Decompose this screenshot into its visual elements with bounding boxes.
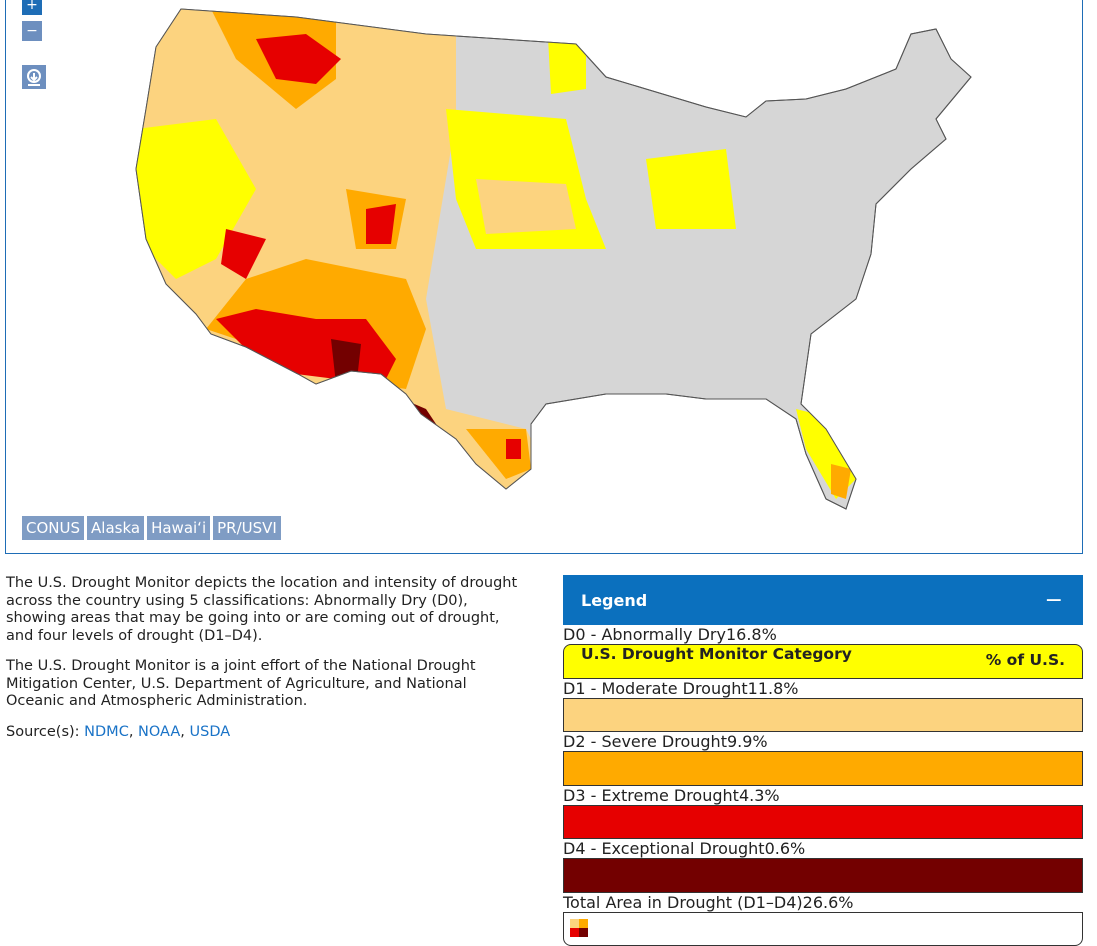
- legend-swatch: [563, 912, 1083, 946]
- download-button[interactable]: [22, 65, 46, 89]
- sources-label: Source(s):: [6, 724, 80, 740]
- category-label: D1 - Moderate Drought: [563, 679, 748, 698]
- legend-row: D4 - Exceptional Drought0.6%: [563, 839, 1083, 858]
- separator: ,: [180, 724, 189, 740]
- legend-swatch: [563, 751, 1083, 786]
- category-label: D3 - Extreme Drought: [563, 786, 739, 805]
- separator: ,: [129, 724, 138, 740]
- legend-panel: Legend − U.S. Drought Monitor Category % o…: [563, 575, 1083, 875]
- category-header: U.S. Drought Monitor Category: [581, 645, 852, 669]
- zoom-out-button[interactable]: −: [22, 21, 42, 41]
- category-label: D0 - Abnormally Dry: [563, 625, 726, 644]
- category-label: D4 - Exceptional Drought: [563, 839, 765, 858]
- source-link[interactable]: NOAA: [138, 724, 180, 740]
- percent-header: % of U.S.: [986, 651, 1065, 669]
- legend-swatch: [563, 858, 1083, 893]
- legend-row: Total Area in Drought (D1–D4)26.6%: [563, 893, 1083, 912]
- legend-title: Legend: [581, 591, 647, 610]
- drought-map: [6, 0, 1082, 553]
- legend-row: D0 - Abnormally Dry16.8%: [563, 625, 1083, 644]
- source-link[interactable]: NDMC: [84, 724, 129, 740]
- category-label: D2 - Severe Drought: [563, 732, 727, 751]
- total-icon: [564, 913, 594, 946]
- region-tab[interactable]: Alaska: [87, 516, 144, 540]
- percent-value: 9.9%: [727, 732, 768, 751]
- legend-swatch: [563, 698, 1083, 733]
- sources: Source(s): NDMC, NOAA, USDA: [6, 724, 526, 742]
- percent-value: 16.8%: [726, 625, 777, 644]
- legend-row: D2 - Severe Drought9.9%: [563, 732, 1083, 751]
- download-icon: [22, 65, 46, 89]
- legend-row: D3 - Extreme Drought4.3%: [563, 786, 1083, 805]
- source-link[interactable]: USDA: [190, 724, 231, 740]
- legend-swatch: [563, 805, 1083, 840]
- percent-value: 4.3%: [739, 786, 780, 805]
- region-tab[interactable]: Hawaiʻi: [147, 516, 210, 540]
- category-label: Total Area in Drought (D1–D4): [563, 893, 803, 912]
- legend-column-header: U.S. Drought Monitor Category % of U.S.: [581, 645, 1065, 669]
- percent-value: 26.6%: [803, 893, 854, 912]
- description: The U.S. Drought Monitor depicts the loc…: [6, 575, 526, 754]
- legend-toggle[interactable]: −: [1045, 588, 1063, 613]
- paragraph: The U.S. Drought Monitor is a joint effo…: [6, 658, 526, 711]
- region-tab[interactable]: CONUS: [22, 516, 84, 540]
- percent-value: 0.6%: [765, 839, 806, 858]
- legend-header[interactable]: Legend −: [563, 575, 1083, 625]
- legend-row: D1 - Moderate Drought11.8%: [563, 679, 1083, 698]
- paragraph: The U.S. Drought Monitor depicts the loc…: [6, 575, 526, 645]
- percent-value: 11.8%: [748, 679, 799, 698]
- zoom-in-button[interactable]: +: [22, 0, 42, 15]
- region-tab[interactable]: PR/USVI: [213, 516, 281, 540]
